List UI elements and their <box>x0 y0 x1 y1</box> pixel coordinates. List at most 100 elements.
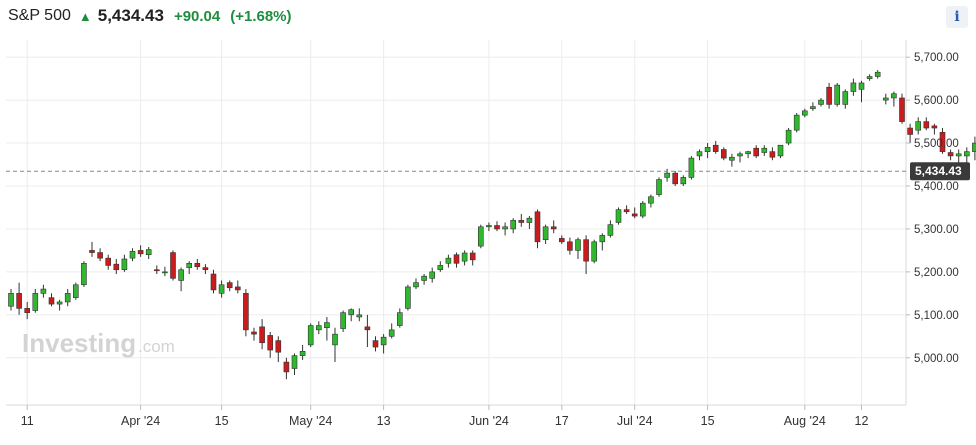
candle-body-up <box>599 235 606 243</box>
watermark-brand: Investing <box>22 328 136 358</box>
candle-body-up <box>486 225 492 228</box>
candle-body-up <box>56 301 63 305</box>
candle-body-up <box>413 282 419 288</box>
candle <box>955 149 962 165</box>
watermark-suffix: .com <box>138 337 175 356</box>
candle <box>275 336 282 363</box>
candle-body-up <box>680 177 687 185</box>
candle <box>445 254 452 268</box>
candle <box>477 224 484 249</box>
candle <box>461 250 468 266</box>
candle-body-up <box>405 286 411 309</box>
candle <box>615 207 622 225</box>
candle <box>745 150 751 159</box>
candle-body-up <box>729 156 735 161</box>
y-tick-label: 5,100.00 <box>914 310 959 322</box>
candle <box>405 284 411 311</box>
candle <box>8 289 14 311</box>
candle-body-down <box>89 250 95 253</box>
y-tick-label: 5,200.00 <box>914 267 959 279</box>
candle-body-up <box>186 262 192 268</box>
candle-body-up <box>421 275 427 281</box>
candle-body-up <box>656 179 662 195</box>
candle <box>648 194 654 208</box>
candle-body-up <box>858 82 865 90</box>
candle-body-up <box>810 106 816 110</box>
candle-body-up <box>866 76 873 79</box>
candle <box>575 237 581 259</box>
candle-body-up <box>396 312 403 326</box>
candle <box>170 250 176 281</box>
candle-body-up <box>745 151 751 155</box>
candle-body-down <box>243 293 249 331</box>
candle-body-up <box>145 249 152 256</box>
candle-body-down <box>453 254 460 264</box>
candle <box>510 218 517 234</box>
candle-body-down <box>283 361 290 373</box>
candle-body-up <box>64 293 71 303</box>
x-tick-label: May '24 <box>289 414 332 428</box>
candle <box>818 97 824 107</box>
candle-body-down <box>210 273 217 291</box>
candle-body-up <box>162 271 168 274</box>
candle-body-down <box>154 269 160 272</box>
y-axis-ticks: 5,000.00 5,100.00 5,200.00 5,300.00 5,400.00… <box>906 52 959 365</box>
candle-body-down <box>202 267 209 271</box>
info-button[interactable]: i <box>946 6 968 28</box>
candle <box>599 233 606 251</box>
x-tick-label: Apr '24 <box>121 414 160 428</box>
candle <box>267 332 274 358</box>
candle-body-up <box>32 293 39 311</box>
candle-body-up <box>834 84 841 105</box>
candle-body-up <box>688 157 695 178</box>
current-price-label: 5,434.43 <box>915 164 962 178</box>
candle <box>364 314 371 348</box>
candle-body-up <box>307 325 314 346</box>
candle <box>915 117 922 135</box>
candle <box>777 144 784 159</box>
candle-body-up <box>437 265 444 271</box>
candle <box>947 149 954 161</box>
candle-body-down <box>720 149 727 159</box>
x-tick-label: Jun '24 <box>469 414 509 428</box>
candle-body-down <box>899 97 905 122</box>
candle <box>315 321 322 335</box>
candle-body-down <box>753 147 760 157</box>
candle <box>810 102 816 111</box>
candle-body-up <box>542 226 549 240</box>
candle <box>437 261 444 272</box>
candle-body-up <box>380 336 387 346</box>
candle <box>388 323 395 339</box>
candle <box>324 316 330 341</box>
candle-body-up <box>891 93 897 99</box>
candle <box>421 274 427 285</box>
candle <box>720 147 727 161</box>
candle-body-up <box>445 257 452 264</box>
x-tick-label: 15 <box>215 414 229 428</box>
candle-body-down <box>469 252 476 261</box>
x-tick-label: 11 <box>21 414 34 428</box>
candle <box>769 147 776 161</box>
candle-body-down <box>24 308 31 313</box>
candle-body-down <box>251 331 257 335</box>
candle-body-down <box>558 238 565 243</box>
candle-body-up <box>218 284 225 294</box>
candle-body-up <box>696 151 703 157</box>
candle <box>534 209 541 249</box>
candle-body-down <box>567 241 573 251</box>
candle <box>631 207 638 219</box>
candle <box>145 246 152 259</box>
candle-body-up <box>882 97 889 101</box>
candle <box>583 235 589 275</box>
candle-body-down <box>105 257 111 266</box>
candle-body-up <box>81 262 87 286</box>
candle <box>178 267 184 292</box>
x-tick-label: Aug '24 <box>784 414 826 428</box>
candle <box>81 261 87 287</box>
candle <box>623 205 630 214</box>
candle <box>850 78 857 96</box>
candle <box>396 308 403 328</box>
candle <box>518 213 525 227</box>
candle <box>259 319 265 350</box>
